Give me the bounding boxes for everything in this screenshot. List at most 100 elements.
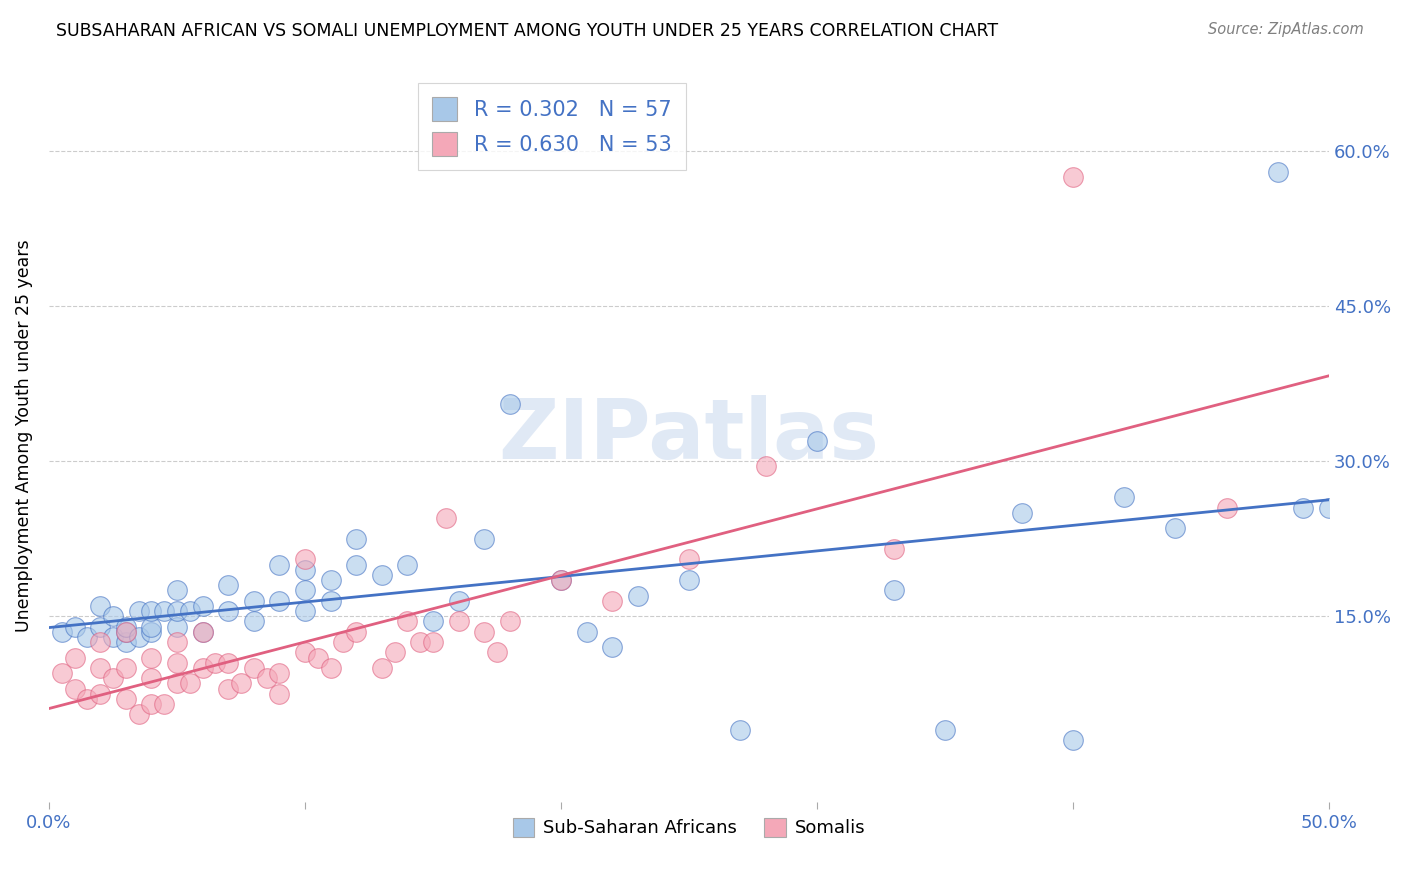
- Point: [114, 624, 136, 639]
- Point: [51, 666, 73, 681]
- Point: [141, 624, 163, 639]
- Point: [89, 599, 111, 613]
- Point: [166, 583, 188, 598]
- Point: [371, 661, 394, 675]
- Point: [76, 630, 98, 644]
- Point: [294, 563, 316, 577]
- Point: [1292, 500, 1315, 515]
- Point: [63, 650, 86, 665]
- Point: [114, 635, 136, 649]
- Point: [485, 645, 508, 659]
- Point: [550, 573, 572, 587]
- Point: [101, 630, 124, 644]
- Point: [627, 589, 650, 603]
- Point: [269, 666, 291, 681]
- Point: [242, 593, 264, 607]
- Point: [153, 697, 176, 711]
- Point: [447, 615, 470, 629]
- Point: [1062, 169, 1084, 184]
- Point: [294, 583, 316, 598]
- Point: [166, 676, 188, 690]
- Point: [101, 671, 124, 685]
- Point: [1267, 165, 1289, 179]
- Point: [319, 573, 342, 587]
- Point: [575, 624, 598, 639]
- Point: [678, 573, 700, 587]
- Point: [332, 635, 354, 649]
- Point: [89, 635, 111, 649]
- Point: [89, 687, 111, 701]
- Point: [51, 624, 73, 639]
- Point: [1164, 521, 1187, 535]
- Point: [63, 619, 86, 633]
- Point: [499, 615, 522, 629]
- Point: [384, 645, 406, 659]
- Point: [217, 681, 239, 696]
- Point: [294, 552, 316, 566]
- Point: [141, 671, 163, 685]
- Point: [344, 558, 367, 572]
- Point: [447, 593, 470, 607]
- Point: [114, 661, 136, 675]
- Point: [229, 676, 252, 690]
- Point: [191, 661, 214, 675]
- Point: [294, 645, 316, 659]
- Point: [1062, 733, 1084, 747]
- Point: [472, 624, 495, 639]
- Point: [409, 635, 432, 649]
- Point: [204, 656, 226, 670]
- Point: [166, 619, 188, 633]
- Point: [128, 630, 150, 644]
- Point: [63, 681, 86, 696]
- Point: [883, 583, 905, 598]
- Point: [191, 624, 214, 639]
- Point: [550, 573, 572, 587]
- Point: [89, 619, 111, 633]
- Text: ZIPatlas: ZIPatlas: [499, 395, 880, 476]
- Point: [141, 697, 163, 711]
- Point: [217, 578, 239, 592]
- Legend: Sub-Saharan Africans, Somalis: Sub-Saharan Africans, Somalis: [505, 811, 873, 845]
- Point: [1215, 500, 1237, 515]
- Point: [499, 397, 522, 411]
- Point: [371, 568, 394, 582]
- Point: [128, 604, 150, 618]
- Point: [179, 676, 201, 690]
- Text: Source: ZipAtlas.com: Source: ZipAtlas.com: [1208, 22, 1364, 37]
- Point: [114, 624, 136, 639]
- Point: [128, 707, 150, 722]
- Point: [422, 615, 444, 629]
- Point: [883, 542, 905, 557]
- Point: [269, 558, 291, 572]
- Point: [242, 661, 264, 675]
- Point: [472, 532, 495, 546]
- Point: [806, 434, 828, 448]
- Point: [217, 656, 239, 670]
- Point: [678, 552, 700, 566]
- Point: [319, 593, 342, 607]
- Point: [166, 635, 188, 649]
- Point: [191, 599, 214, 613]
- Point: [1011, 506, 1033, 520]
- Point: [153, 604, 176, 618]
- Point: [600, 640, 623, 655]
- Point: [114, 692, 136, 706]
- Point: [434, 511, 457, 525]
- Point: [141, 650, 163, 665]
- Point: [191, 624, 214, 639]
- Point: [294, 604, 316, 618]
- Point: [76, 692, 98, 706]
- Point: [242, 615, 264, 629]
- Point: [728, 723, 751, 737]
- Point: [307, 650, 329, 665]
- Point: [1114, 491, 1136, 505]
- Point: [166, 656, 188, 670]
- Point: [217, 604, 239, 618]
- Point: [1317, 500, 1340, 515]
- Point: [934, 723, 956, 737]
- Point: [422, 635, 444, 649]
- Point: [755, 459, 778, 474]
- Point: [166, 604, 188, 618]
- Point: [319, 661, 342, 675]
- Point: [141, 604, 163, 618]
